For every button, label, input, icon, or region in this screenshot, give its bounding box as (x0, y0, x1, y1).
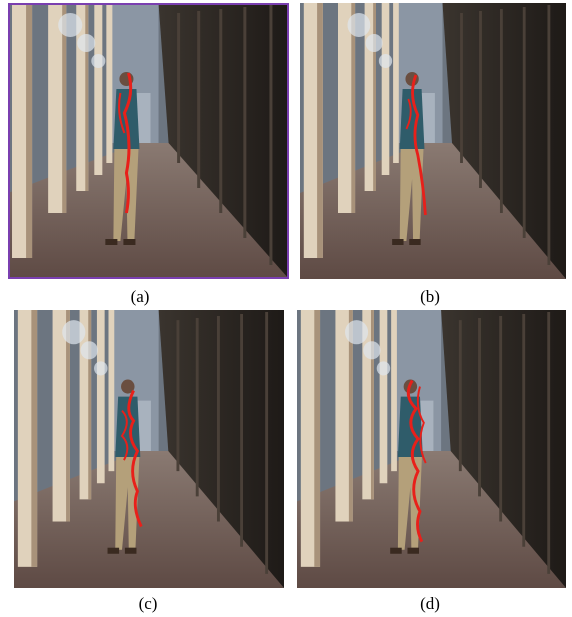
panel-c-image (14, 310, 284, 588)
caption: (a) (110, 287, 170, 307)
panel-a-image (8, 3, 289, 279)
caption: (c) (118, 594, 178, 614)
figure: (a) (b) (c) (d) (0, 0, 572, 617)
caption: (b) (400, 287, 460, 307)
panel-b-image (300, 3, 566, 279)
caption: (d) (400, 594, 460, 614)
panel-d-image (297, 310, 566, 588)
